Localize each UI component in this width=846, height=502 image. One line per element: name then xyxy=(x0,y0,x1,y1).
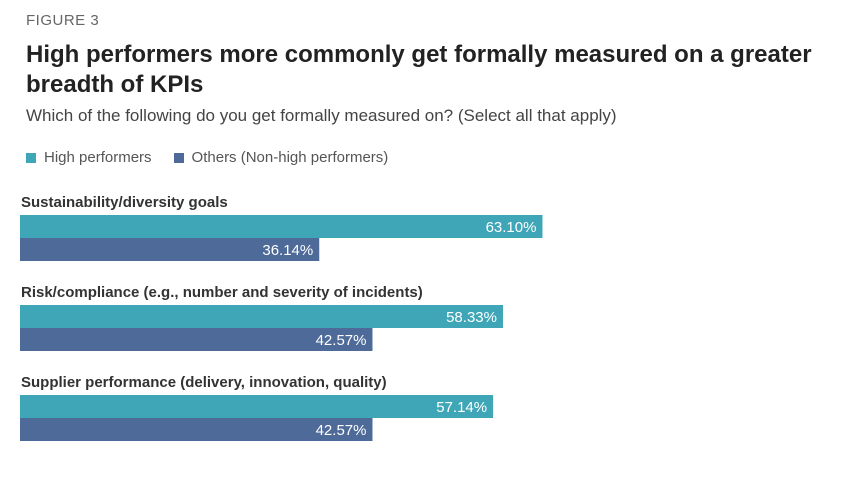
data-label: 58.33% xyxy=(446,309,497,326)
chart-title: High performers more commonly get formal… xyxy=(26,41,812,98)
legend-label-others: Others (Non-high performers) xyxy=(191,149,389,166)
data-label: 36.14% xyxy=(262,242,313,259)
bar-others xyxy=(20,238,320,261)
bar-high-performers xyxy=(20,215,543,238)
legend-label-high-performers: High performers xyxy=(44,149,152,166)
chart-subtitle: Which of the following do you get formal… xyxy=(26,106,617,125)
data-label: 42.57% xyxy=(316,422,367,439)
data-label: 42.57% xyxy=(316,332,367,349)
category-label: Sustainability/diversity goals xyxy=(21,194,228,211)
figure-label: FIGURE 3 xyxy=(26,12,100,29)
category-label: Supplier performance (delivery, innovati… xyxy=(21,374,387,391)
legend-item-high-performers: High performers xyxy=(26,149,152,166)
bar-others xyxy=(20,418,373,441)
legend-swatch-high-performers xyxy=(26,152,36,163)
legend: High performers Others (Non-high perform… xyxy=(26,149,388,166)
data-label: 63.10% xyxy=(486,219,537,236)
bar-high-performers xyxy=(20,305,503,328)
data-label: 57.14% xyxy=(436,399,487,416)
legend-item-others: Others (Non-high performers) xyxy=(173,149,389,166)
bar-high-performers xyxy=(20,395,494,418)
legend-swatch-others xyxy=(173,152,184,163)
category-label: Risk/compliance (e.g., number and severi… xyxy=(21,284,423,301)
bar-others xyxy=(20,328,373,351)
